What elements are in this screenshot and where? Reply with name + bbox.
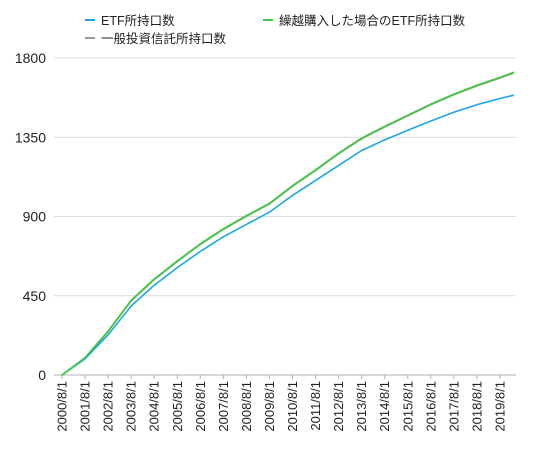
x-tick-label: 2018/8/1 bbox=[469, 381, 484, 432]
x-tick-label: 2009/8/1 bbox=[262, 381, 277, 432]
x-tick-label: 2019/8/1 bbox=[492, 381, 507, 432]
x-tick-label: 2003/8/1 bbox=[124, 381, 139, 432]
legend: ETF所持口数 繰越購入した場合のETF所持口数 一般投資信託所持口数 bbox=[85, 13, 466, 46]
x-tick-label: 2002/8/1 bbox=[101, 381, 116, 432]
x-tick-label: 2004/8/1 bbox=[147, 381, 162, 432]
series-line-carryover-etf bbox=[61, 71, 515, 376]
series-line-mutual-fund bbox=[61, 72, 515, 376]
legend-item-mutual-fund[interactable]: 一般投資信託所持口数 bbox=[85, 31, 227, 46]
y-tick-label: 0 bbox=[38, 367, 46, 383]
x-tick-label: 2007/8/1 bbox=[216, 381, 231, 432]
x-tick-label: 2000/8/1 bbox=[55, 381, 70, 432]
series-line-etf bbox=[61, 94, 515, 376]
x-tick-label: 2014/8/1 bbox=[377, 381, 392, 432]
x-tick-label: 2017/8/1 bbox=[446, 381, 461, 432]
gridlines bbox=[54, 57, 516, 376]
x-tick-label: 2008/8/1 bbox=[239, 381, 254, 432]
x-tick-label: 2010/8/1 bbox=[285, 381, 300, 432]
y-axis: 0 450 900 1350 1800 bbox=[15, 50, 46, 383]
x-tick-label: 2015/8/1 bbox=[400, 381, 415, 432]
y-tick-label: 1350 bbox=[15, 129, 46, 145]
legend-item-carryover-etf[interactable]: 繰越購入した場合のETF所持口数 bbox=[263, 13, 466, 28]
legend-item-etf[interactable]: ETF所持口数 bbox=[85, 13, 175, 28]
x-tick-label: 2013/8/1 bbox=[354, 381, 369, 432]
x-tick-label: 2016/8/1 bbox=[423, 381, 438, 432]
series-lines bbox=[61, 71, 515, 376]
legend-label-mutual-fund: 一般投資信託所持口数 bbox=[101, 31, 227, 46]
x-tick-label: 2011/8/1 bbox=[308, 381, 323, 431]
y-tick-label: 450 bbox=[23, 288, 47, 304]
x-tick-label: 2005/8/1 bbox=[170, 381, 185, 432]
x-tick-label: 2001/8/1 bbox=[78, 381, 93, 432]
x-tick-label: 2012/8/1 bbox=[331, 381, 346, 432]
y-tick-label: 1800 bbox=[15, 50, 46, 66]
x-axis: 2000/8/1 2001/8/1 2002/8/1 2003/8/1 2004/8/1… bbox=[55, 375, 507, 432]
legend-label-etf: ETF所持口数 bbox=[101, 13, 175, 28]
y-tick-label: 900 bbox=[23, 209, 47, 225]
legend-label-carryover-etf: 繰越購入した場合のETF所持口数 bbox=[279, 13, 466, 28]
x-tick-label: 2006/8/1 bbox=[193, 381, 208, 432]
